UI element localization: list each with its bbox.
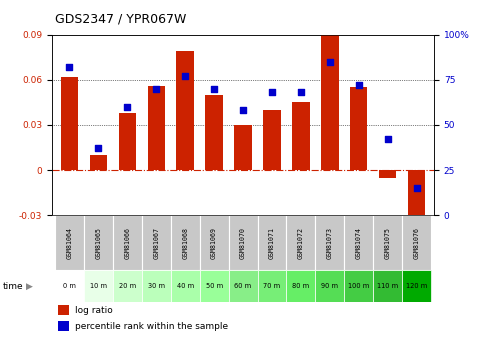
- Bar: [344, 270, 373, 302]
- Bar: [84, 215, 113, 270]
- Bar: [177, 51, 194, 170]
- Text: 80 m: 80 m: [292, 283, 310, 289]
- Point: [210, 86, 218, 91]
- Text: GSM81066: GSM81066: [124, 227, 130, 259]
- Point: [124, 104, 131, 110]
- Bar: [113, 270, 142, 302]
- Bar: [119, 113, 136, 170]
- Point: [384, 137, 392, 142]
- Text: ▶: ▶: [26, 282, 33, 291]
- Bar: [90, 155, 107, 170]
- Text: time: time: [2, 282, 23, 291]
- Point: [65, 64, 73, 70]
- Bar: [199, 215, 229, 270]
- Point: [355, 82, 363, 88]
- Bar: [58, 305, 68, 315]
- Bar: [171, 215, 199, 270]
- Bar: [84, 270, 113, 302]
- Bar: [257, 270, 287, 302]
- Bar: [287, 270, 315, 302]
- Text: GSM81074: GSM81074: [356, 227, 362, 259]
- Bar: [142, 215, 171, 270]
- Point: [181, 73, 189, 79]
- Point: [413, 185, 421, 191]
- Text: 70 m: 70 m: [263, 283, 281, 289]
- Bar: [113, 215, 142, 270]
- Text: 50 m: 50 m: [205, 283, 223, 289]
- Bar: [205, 95, 223, 170]
- Text: 100 m: 100 m: [348, 283, 370, 289]
- Point: [152, 86, 160, 91]
- Text: GSM81076: GSM81076: [414, 227, 420, 259]
- Bar: [408, 170, 425, 242]
- Text: 110 m: 110 m: [377, 283, 398, 289]
- Text: GSM81067: GSM81067: [153, 227, 159, 259]
- Bar: [229, 215, 257, 270]
- Text: 30 m: 30 m: [148, 283, 165, 289]
- Text: 40 m: 40 m: [177, 283, 194, 289]
- Text: GSM81071: GSM81071: [269, 227, 275, 259]
- Bar: [148, 86, 165, 170]
- Bar: [350, 87, 368, 170]
- Bar: [379, 170, 396, 178]
- Text: 10 m: 10 m: [90, 283, 107, 289]
- Bar: [142, 270, 171, 302]
- Bar: [373, 215, 402, 270]
- Bar: [235, 125, 251, 170]
- Text: GSM81070: GSM81070: [240, 227, 246, 259]
- Text: GSM81064: GSM81064: [66, 227, 72, 259]
- Text: GSM81075: GSM81075: [385, 227, 391, 259]
- Text: GSM81073: GSM81073: [327, 227, 333, 259]
- Text: 120 m: 120 m: [406, 283, 427, 289]
- Point: [268, 90, 276, 95]
- Text: log ratio: log ratio: [75, 306, 113, 315]
- Text: percentile rank within the sample: percentile rank within the sample: [75, 322, 228, 331]
- Text: 90 m: 90 m: [321, 283, 338, 289]
- Text: GSM81069: GSM81069: [211, 227, 217, 259]
- Bar: [263, 110, 281, 170]
- Bar: [55, 270, 84, 302]
- Bar: [315, 215, 344, 270]
- Bar: [315, 270, 344, 302]
- Bar: [402, 270, 431, 302]
- Bar: [257, 215, 287, 270]
- Text: 60 m: 60 m: [235, 283, 251, 289]
- Bar: [287, 215, 315, 270]
- Bar: [58, 321, 68, 332]
- Text: GSM81065: GSM81065: [95, 227, 101, 259]
- Bar: [402, 215, 431, 270]
- Bar: [229, 270, 257, 302]
- Point: [94, 146, 102, 151]
- Text: 0 m: 0 m: [63, 283, 76, 289]
- Point: [239, 108, 247, 113]
- Bar: [344, 215, 373, 270]
- Bar: [373, 270, 402, 302]
- Bar: [171, 270, 199, 302]
- Bar: [321, 34, 338, 170]
- Point: [326, 59, 334, 65]
- Bar: [55, 215, 84, 270]
- Point: [297, 90, 305, 95]
- Bar: [199, 270, 229, 302]
- Bar: [61, 77, 78, 170]
- Bar: [292, 102, 310, 170]
- Text: 20 m: 20 m: [119, 283, 136, 289]
- Text: GSM81068: GSM81068: [182, 227, 188, 259]
- Text: GSM81072: GSM81072: [298, 227, 304, 259]
- Text: GDS2347 / YPR067W: GDS2347 / YPR067W: [55, 13, 186, 26]
